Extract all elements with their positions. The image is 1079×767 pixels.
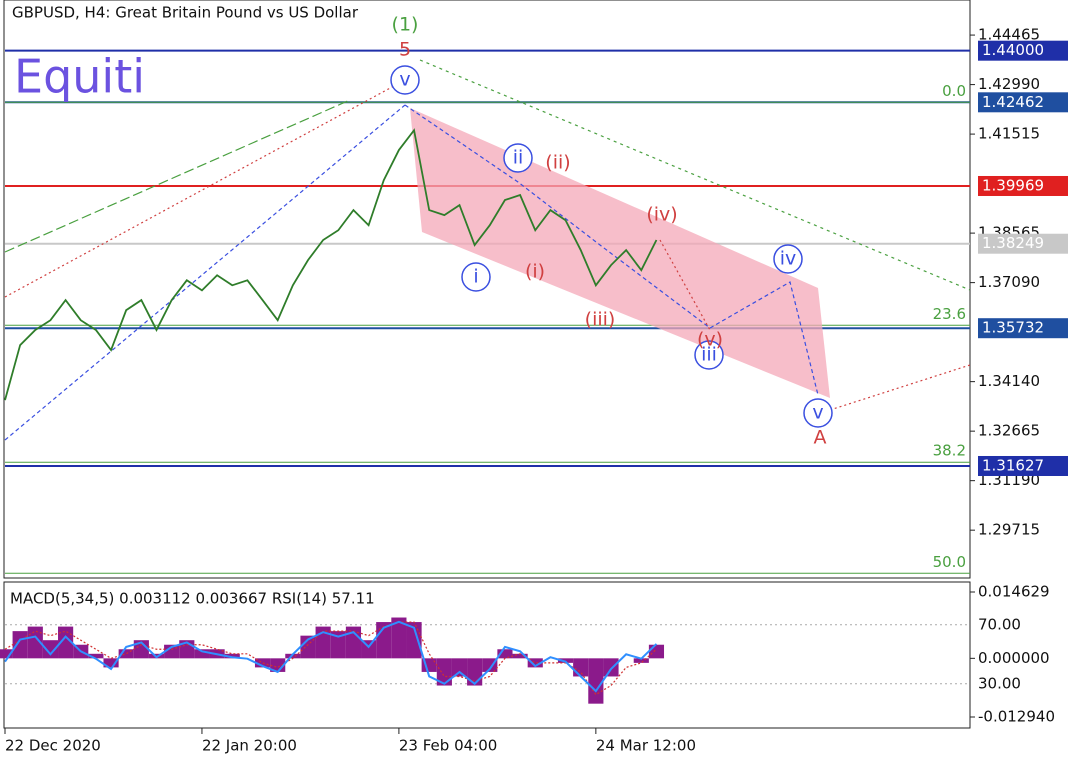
wave-label: v — [812, 402, 823, 424]
projection-line — [419, 59, 971, 291]
wave-label: (iv) — [646, 204, 677, 226]
level-label: 1.44000 — [982, 41, 1044, 59]
macd-bar — [451, 658, 468, 677]
projection-line — [4, 79, 406, 298]
level-label: 1.38249 — [982, 234, 1044, 252]
macd-bar — [194, 649, 210, 659]
macd-bar — [300, 635, 316, 659]
projection-line — [4, 99, 351, 253]
macd-bar — [588, 658, 604, 704]
wave-circle — [803, 398, 833, 428]
level-label-box — [978, 318, 1068, 339]
level-label-box — [978, 233, 1068, 254]
wave-circle — [461, 262, 491, 292]
projection-line — [404, 104, 819, 396]
x-tick-label: 24 Mar 12:00 — [596, 737, 696, 755]
macd-bar — [27, 626, 43, 659]
macd-bar — [648, 644, 665, 659]
macd-bar — [512, 653, 528, 659]
wave-label: i — [473, 266, 478, 288]
level-label: 1.42462 — [982, 93, 1044, 111]
macd-bar — [42, 640, 59, 659]
wave-label: ii — [513, 147, 524, 169]
macd-bar — [467, 658, 483, 686]
y-tick-label: -0.012940 — [978, 708, 1055, 726]
macd-bar — [254, 658, 271, 668]
projection-line — [4, 104, 406, 441]
y-tick-label: 1.42990 — [978, 75, 1040, 93]
wave-circle — [694, 340, 724, 370]
y-tick-label: 1.29715 — [978, 521, 1040, 539]
macd-bar — [436, 658, 452, 686]
level-label-box — [978, 175, 1068, 196]
y-tick-label: 1.41515 — [978, 125, 1040, 143]
y-tick-label: 0.014629 — [978, 583, 1050, 601]
fib-label: 23.6 — [933, 305, 966, 323]
wave-circle — [503, 143, 533, 173]
macd-bar — [12, 631, 28, 659]
macd-bar — [118, 649, 134, 659]
macd-bar — [391, 617, 407, 659]
chart-title: GBPUSD, H4: Great Britain Pound vs US Do… — [12, 4, 359, 22]
level-label: 1.31627 — [982, 456, 1044, 474]
macd-bar — [633, 658, 649, 663]
wave-projections — [4, 59, 971, 441]
macd-bar — [224, 653, 240, 659]
wave-label: (iii) — [585, 309, 616, 331]
wave-label: iii — [701, 344, 717, 366]
level-label-box — [978, 92, 1068, 113]
level-label: 1.35732 — [982, 319, 1044, 337]
x-tick-label: 22 Jan 20:00 — [202, 737, 297, 755]
level-label: 1.39969 — [982, 176, 1044, 194]
y2-tick-label: 30.00 — [978, 674, 1021, 692]
x-tick-label: 22 Dec 2020 — [5, 737, 101, 755]
macd-bar — [527, 658, 543, 668]
price-line — [4, 128, 658, 401]
projection-line — [659, 239, 711, 331]
macd-bar — [103, 658, 119, 668]
macd-bar — [330, 631, 346, 659]
level-label-box — [978, 40, 1068, 61]
wave-label: (i) — [525, 261, 545, 283]
fib-label: 38.2 — [933, 442, 966, 460]
y-tick-label: 1.37090 — [978, 273, 1040, 291]
wave-label: (v) — [697, 329, 723, 351]
macd-bar — [0, 649, 13, 659]
level-label-box — [978, 455, 1068, 476]
fib-label: 0.0 — [942, 82, 966, 100]
watermark: Equiti — [14, 50, 145, 104]
wave-label: (ii) — [545, 152, 570, 174]
macd-bar — [133, 640, 149, 659]
wave-label: 5 — [399, 39, 411, 61]
y-tick-label: 0.000000 — [978, 649, 1050, 667]
x-tick-label: 23 Feb 04:00 — [399, 737, 497, 755]
wave-label: (1) — [392, 14, 419, 36]
macd-bar — [58, 626, 74, 659]
y-tick-label: 1.34140 — [978, 372, 1040, 390]
macd-bar — [361, 640, 377, 659]
wave-label: v — [399, 69, 410, 91]
macd-bar — [88, 653, 104, 659]
signal-line — [4, 621, 657, 696]
macd-bar — [497, 649, 513, 659]
macd-bar — [406, 622, 422, 659]
indicator-title: MACD(5,34,5) 0.003112 0.003667 RSI(14) 5… — [10, 590, 375, 608]
y2-tick-label: 70.00 — [978, 615, 1021, 633]
macd-bar — [573, 658, 589, 677]
macd-bar — [285, 653, 301, 659]
y-tick-label: 1.44465 — [978, 26, 1040, 44]
wave-label: A — [814, 427, 827, 449]
macd-bar — [603, 658, 619, 677]
y-tick-label: 1.32665 — [978, 422, 1040, 440]
wave-circle — [390, 65, 420, 95]
main-frame — [3, 0, 971, 579]
wave-label: iv — [780, 248, 797, 270]
fib-label: 50.0 — [933, 553, 966, 571]
rsi-line — [4, 620, 658, 693]
wave-circle — [773, 244, 803, 274]
